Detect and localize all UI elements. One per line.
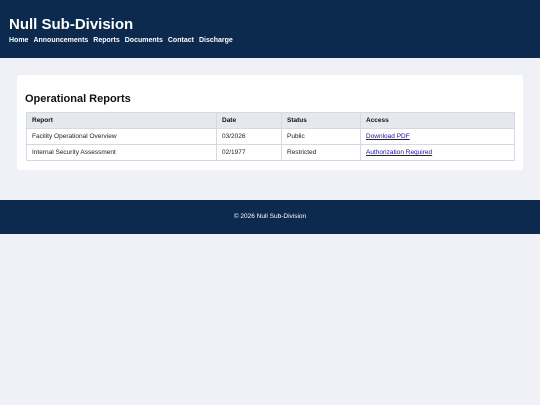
site-header: Null Sub-Division Home Announcements Rep… — [0, 0, 540, 58]
site-footer: © 2026 Null Sub-Division — [0, 200, 540, 234]
cell-date: 02/1977 — [216, 144, 282, 161]
nav-discharge-link[interactable]: Discharge — [198, 37, 233, 44]
cell-report: Facility Operational Overview — [26, 128, 217, 145]
cell-report: Internal Security Assessment — [26, 144, 217, 161]
column-header-access: Access — [360, 112, 515, 129]
reports-heading: Operational Reports — [25, 93, 131, 105]
table-header-row: Report Date Status Access — [26, 112, 515, 129]
table-row: Internal Security Assessment 02/1977 Res… — [26, 144, 515, 161]
column-header-report: Report — [26, 112, 217, 129]
column-header-status: Status — [281, 112, 361, 129]
reports-card: Operational Reports Report Date Status A… — [17, 75, 523, 170]
nav-reports-link[interactable]: Reports — [93, 37, 120, 44]
main-nav: Home Announcements Reports Documents Con… — [9, 36, 531, 46]
cell-access: Authorization Required — [360, 144, 515, 161]
cell-status: Public — [281, 128, 361, 145]
column-header-date: Date — [216, 112, 282, 129]
authorization-required-link[interactable]: Authorization Required — [366, 149, 433, 156]
site-title: Null Sub-Division — [9, 16, 134, 33]
nav-contact-link[interactable]: Contact — [167, 37, 194, 44]
nav-documents-link[interactable]: Documents — [124, 37, 163, 44]
reports-table: Report Date Status Access Facility Opera… — [26, 112, 515, 161]
cell-status: Restricted — [281, 144, 361, 161]
cell-date: 03/2026 — [216, 128, 282, 145]
download-pdf-link[interactable]: Download PDF — [366, 133, 410, 140]
nav-home-link[interactable]: Home — [9, 37, 29, 44]
table-row: Facility Operational Overview 03/2026 Pu… — [26, 128, 515, 145]
nav-announcements-link[interactable]: Announcements — [33, 37, 89, 44]
cell-access: Download PDF — [360, 128, 515, 145]
footer-copyright: © 2026 Null Sub-Division — [233, 213, 307, 220]
